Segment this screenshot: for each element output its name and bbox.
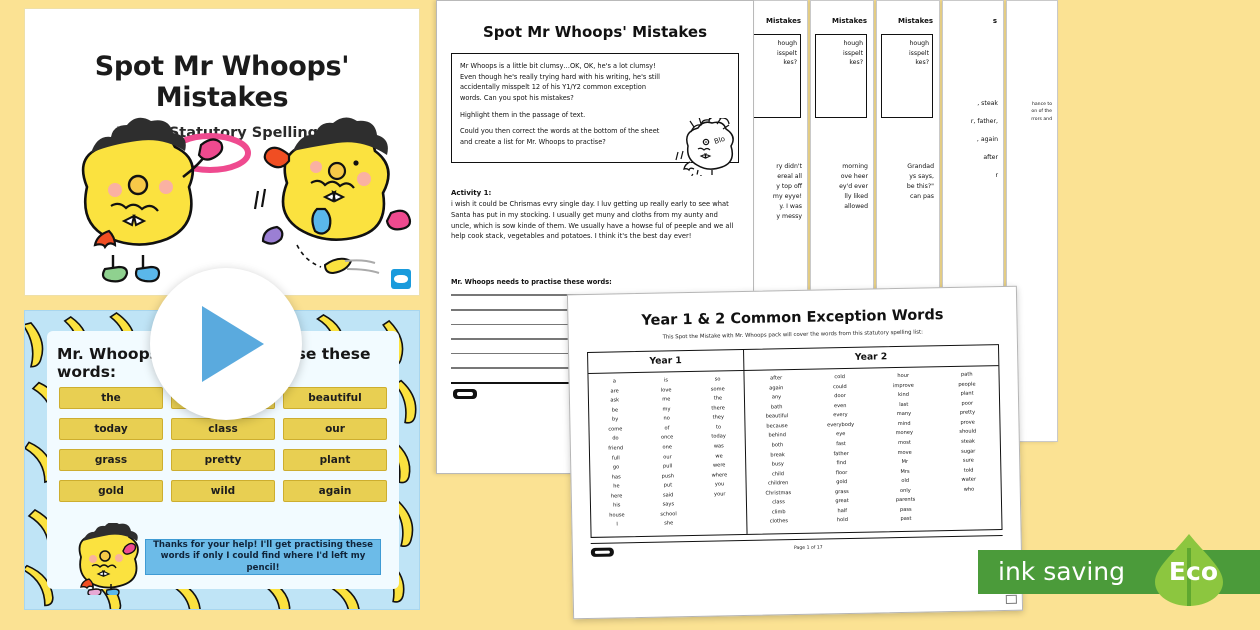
table-word-cell: she (664, 520, 674, 527)
table-body: a are ask be by come do friend full go has he here hi… (588, 366, 1001, 537)
year2-col-4: path people plant poor pretty prove should stea… (935, 370, 1001, 524)
worksheet-intro-p1: Mr Whoops is a little bit clumsy…OK, OK,… (460, 62, 660, 103)
twinkl-logo-icon (391, 269, 411, 289)
play-triangle-icon (202, 306, 264, 382)
table-word-cell: who (963, 486, 975, 493)
stack-sheet-title: Mistakes (766, 17, 801, 25)
table-word-cell: hold (836, 517, 848, 524)
eco-ink-saving-label: ink saving (998, 557, 1126, 586)
play-button[interactable] (150, 268, 302, 420)
year1-col-2: is love me my no of once one our pull push put said s… (640, 376, 695, 530)
stack-sheet-body: , steak r, father, , again after r (970, 100, 998, 179)
word-chip[interactable]: grass (59, 449, 163, 471)
table-word-cell: past (900, 516, 912, 523)
year1-col-3: so some the there they to today was we were where y… (692, 375, 747, 529)
stack-sheet-intro: hough isspelt kes? (881, 34, 933, 118)
worksheet-intro-box: Mr Whoops is a little bit clumsy…OK, OK,… (451, 53, 739, 176)
exception-words-table: Year 1 Year 2 a are ask be by come do friend ful… (587, 344, 1003, 538)
title-slide[interactable]: Spot Mr Whoops' Mistakes Y1/Y2 Statutory… (24, 8, 420, 296)
word-chip[interactable]: our (283, 418, 387, 440)
stack-sheet-intro: hough isspelt kes? (815, 34, 867, 118)
stack-sheet-body: Grandad ys says, be this?" can pas (906, 163, 934, 200)
worksheet-intro-p3: Could you then correct the words at the … (460, 127, 660, 147)
table-doc-title: Year 1 & 2 Common Exception Words (641, 307, 944, 329)
word-chip[interactable]: plant (283, 449, 387, 471)
stack-sheet-title: s (992, 17, 997, 25)
word-chip[interactable]: pretty (171, 449, 275, 471)
year2-section: after again any bath beautiful because behind b… (744, 366, 1001, 534)
stack-sheet-intro: hough isspelt kes? (747, 34, 801, 118)
table-word-cell: I (616, 521, 618, 528)
word-chip[interactable]: class (171, 418, 275, 440)
word-chip[interactable]: gold (59, 480, 163, 502)
word-chip[interactable]: beautiful (283, 387, 387, 409)
ink-saving-eco-badge: ink saving Eco (930, 532, 1260, 608)
mr-whoops-lineart-icon: Blo (675, 117, 734, 176)
worksheet-practise-label: Mr. Whoops needs to practise these words… (451, 278, 612, 287)
title-slide-heading: Spot Mr Whoops' Mistakes (94, 51, 350, 113)
leaf-icon (1155, 534, 1223, 606)
word-chip[interactable]: today (59, 418, 163, 440)
word-chip[interactable]: again (283, 480, 387, 502)
year2-col-2: cold could door even every everybody eye fast fa… (808, 373, 874, 527)
table-word-cell: your (713, 491, 726, 498)
year2-col-1: after again any bath beautiful because behind b… (744, 374, 810, 528)
stack-sheet-title: Mistakes (832, 17, 867, 25)
table-word-cell: clothes (769, 518, 789, 525)
twinkl-logo-icon (590, 547, 614, 558)
table-doc-subtitle: This Spot the Mistake with Mr. Whoops pa… (662, 329, 923, 341)
stack-sheet-body: morning ove heer ey'd ever lly liked all… (839, 163, 868, 210)
year2-col-3: hour improve kind last many mind money most move… (871, 371, 937, 525)
worksheet-passage: i wish it could be Chrismas evry single … (451, 199, 734, 241)
svg-text:Blo: Blo (713, 135, 726, 146)
mr-whoops-illustration (81, 117, 412, 283)
table-header-year1: Year 1 (588, 349, 745, 373)
stack-sheet-body: hance to on of the rrors and (1031, 102, 1052, 122)
speech-bubble: Thanks for your help! I'll get practisin… (145, 539, 381, 575)
year1-section: a are ask be by come do friend full go has he here hi… (588, 370, 748, 537)
eco-word-label: Eco (1168, 557, 1218, 586)
stack-sheet-body: ry didn't ereal all y top off my eyye! y… (772, 163, 802, 220)
mr-whoops-small-illustration (78, 523, 139, 595)
stack-sheet-title: Mistakes (898, 17, 933, 25)
worksheet-title: Spot Mr Whoops' Mistakes (482, 23, 708, 41)
word-chip[interactable]: the (59, 387, 163, 409)
word-chip-grid: the was beautiful today class our grass … (59, 387, 387, 502)
word-chip[interactable]: wild (171, 480, 275, 502)
word-slide-panel: Mr. Whoops needs to practise these words… (47, 331, 399, 595)
worksheet-activity-label: Activity 1: (451, 188, 492, 197)
worksheet-intro-p2: Highlight them in the passage of text. (460, 110, 586, 119)
year1-col-1: a are ask be by come do friend full go has he here hi… (589, 377, 644, 531)
twinkl-logo-icon (453, 388, 477, 399)
